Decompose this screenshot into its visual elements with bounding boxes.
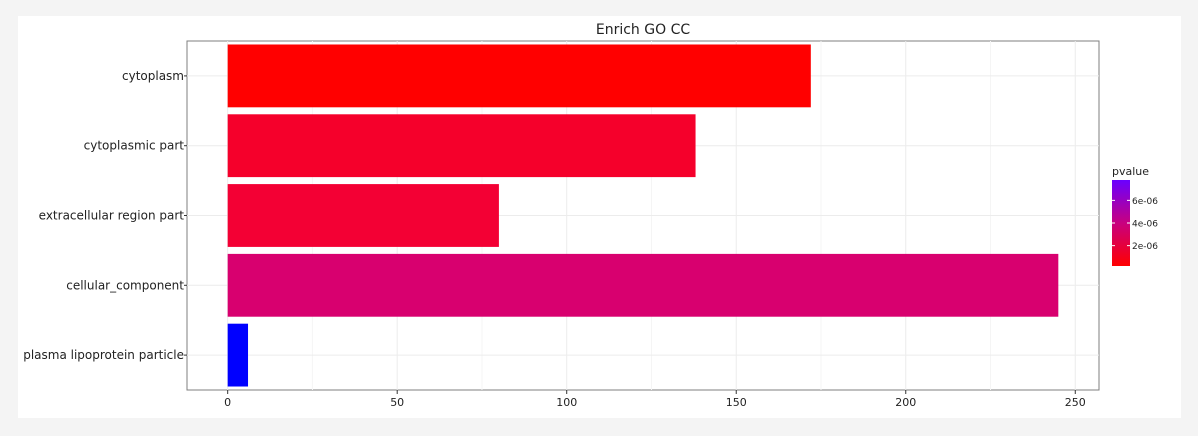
y-tick-label: cytoplasm bbox=[122, 69, 184, 83]
x-tick-label: 200 bbox=[895, 396, 916, 409]
x-tick-label: 250 bbox=[1065, 396, 1086, 409]
x-tick-label: 0 bbox=[224, 396, 231, 409]
x-axis: 0 50 100 150 200 250 bbox=[224, 390, 1086, 409]
x-tick-label: 150 bbox=[726, 396, 747, 409]
bar bbox=[227, 184, 499, 247]
bars bbox=[227, 44, 1059, 387]
bar bbox=[227, 44, 811, 108]
legend: pvalue 6e-06 4e-06 2e-06 bbox=[1112, 165, 1158, 266]
y-tick-label: cytoplasmic part bbox=[84, 139, 185, 153]
legend-colorbar bbox=[1112, 180, 1130, 266]
legend-tick-label: 6e-06 bbox=[1132, 197, 1158, 207]
y-tick-label: plasma lipoprotein particle bbox=[23, 348, 184, 362]
bar bbox=[227, 114, 696, 178]
x-tick-label: 50 bbox=[390, 396, 404, 409]
y-tick-label: extracellular region part bbox=[39, 209, 185, 223]
chart-title: Enrich GO CC bbox=[596, 22, 690, 38]
legend-title: pvalue bbox=[1112, 165, 1149, 178]
legend-tick-label: 4e-06 bbox=[1132, 220, 1158, 230]
bar bbox=[227, 323, 249, 387]
x-tick-label: 100 bbox=[556, 396, 577, 409]
y-axis: cytoplasm cytoplasmic part extracellular r… bbox=[23, 69, 187, 362]
bar bbox=[227, 253, 1059, 317]
legend-tick-label: 2e-06 bbox=[1132, 242, 1158, 252]
y-tick-label: cellular_component bbox=[66, 278, 184, 292]
